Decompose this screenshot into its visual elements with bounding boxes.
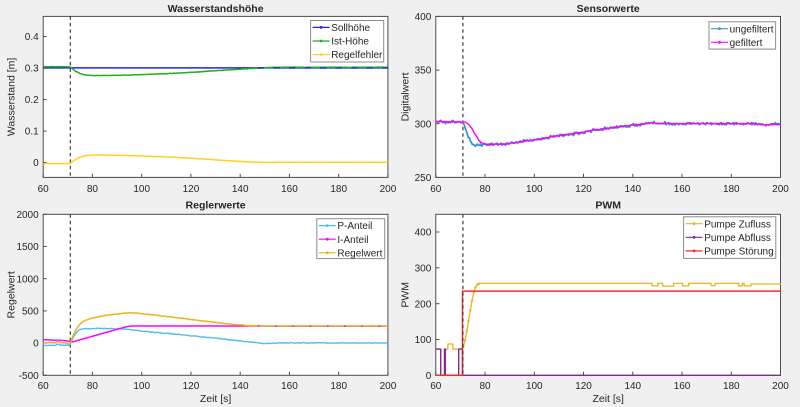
svg-text:Pumpe Störung: Pumpe Störung: [704, 247, 774, 258]
svg-text:80: 80: [479, 184, 491, 195]
svg-text:0.3: 0.3: [25, 64, 39, 75]
svg-text:Wasserstandshöhe: Wasserstandshöhe: [168, 3, 264, 15]
svg-text:1500: 1500: [16, 242, 39, 253]
svg-text:Sensorwerte: Sensorwerte: [577, 3, 640, 15]
svg-text:0.4: 0.4: [25, 32, 39, 43]
svg-text:80: 80: [87, 184, 99, 195]
svg-text:80: 80: [87, 381, 99, 392]
svg-text:500: 500: [22, 307, 39, 318]
svg-text:0: 0: [33, 158, 39, 169]
svg-text:120: 120: [183, 184, 200, 195]
svg-text:180: 180: [723, 184, 740, 195]
svg-text:Pumpe Zufluss: Pumpe Zufluss: [704, 219, 771, 230]
svg-text:ungefiltert: ungefiltert: [730, 24, 774, 35]
svg-text:I-Anteil: I-Anteil: [337, 235, 368, 246]
svg-text:140: 140: [232, 381, 249, 392]
svg-text:160: 160: [674, 184, 691, 195]
svg-text:Digitalwert: Digitalwert: [400, 72, 412, 121]
svg-text:300: 300: [415, 263, 432, 274]
svg-text:0.1: 0.1: [25, 127, 39, 138]
svg-text:60: 60: [38, 381, 50, 392]
svg-text:100: 100: [133, 184, 150, 195]
svg-text:250: 250: [415, 173, 432, 184]
svg-text:350: 350: [415, 66, 432, 77]
svg-text:180: 180: [723, 381, 740, 392]
svg-text:60: 60: [38, 184, 50, 195]
svg-text:Regelwert: Regelwert: [6, 271, 18, 318]
svg-text:160: 160: [281, 381, 298, 392]
svg-text:Sollhöhe: Sollhöhe: [331, 23, 370, 34]
svg-text:60: 60: [430, 381, 442, 392]
svg-text:gefiltert: gefiltert: [730, 38, 763, 49]
svg-text:100: 100: [526, 381, 543, 392]
svg-text:60: 60: [430, 184, 442, 195]
svg-text:160: 160: [674, 381, 691, 392]
svg-text:-500: -500: [19, 371, 39, 382]
svg-text:200: 200: [380, 381, 397, 392]
svg-text:200: 200: [415, 299, 432, 310]
svg-text:Reglerwerte: Reglerwerte: [186, 199, 246, 211]
svg-text:140: 140: [624, 184, 641, 195]
svg-text:0.2: 0.2: [25, 95, 39, 106]
svg-text:0: 0: [426, 371, 432, 382]
svg-text:2000: 2000: [16, 210, 39, 221]
svg-text:PWM: PWM: [595, 199, 621, 211]
svg-text:100: 100: [415, 335, 432, 346]
svg-text:0: 0: [33, 339, 39, 350]
svg-text:P-Anteil: P-Anteil: [337, 221, 372, 232]
svg-text:PWM: PWM: [400, 282, 412, 308]
svg-text:120: 120: [575, 184, 592, 195]
svg-text:400: 400: [415, 12, 432, 23]
svg-text:180: 180: [330, 184, 347, 195]
svg-text:140: 140: [232, 184, 249, 195]
svg-text:Pumpe Abfluss: Pumpe Abfluss: [704, 233, 771, 244]
svg-text:180: 180: [330, 381, 347, 392]
svg-text:140: 140: [624, 381, 641, 392]
svg-text:Regelwert: Regelwert: [337, 248, 382, 259]
svg-text:160: 160: [281, 184, 298, 195]
svg-text:Zeit [s]: Zeit [s]: [200, 393, 232, 405]
svg-text:300: 300: [415, 119, 432, 130]
svg-text:200: 200: [380, 184, 397, 195]
svg-text:200: 200: [772, 184, 789, 195]
svg-text:Wasserstand [m]: Wasserstand [m]: [6, 58, 18, 136]
svg-text:200: 200: [772, 381, 789, 392]
svg-text:Ist-Höhe: Ist-Höhe: [331, 37, 369, 48]
svg-text:1000: 1000: [16, 274, 39, 285]
svg-text:100: 100: [526, 184, 543, 195]
svg-text:120: 120: [575, 381, 592, 392]
svg-text:100: 100: [133, 381, 150, 392]
svg-text:Zeit [s]: Zeit [s]: [592, 393, 624, 405]
svg-text:400: 400: [415, 228, 432, 239]
svg-text:120: 120: [183, 381, 200, 392]
svg-text:Regelfehler: Regelfehler: [331, 50, 383, 61]
svg-text:80: 80: [479, 381, 491, 392]
